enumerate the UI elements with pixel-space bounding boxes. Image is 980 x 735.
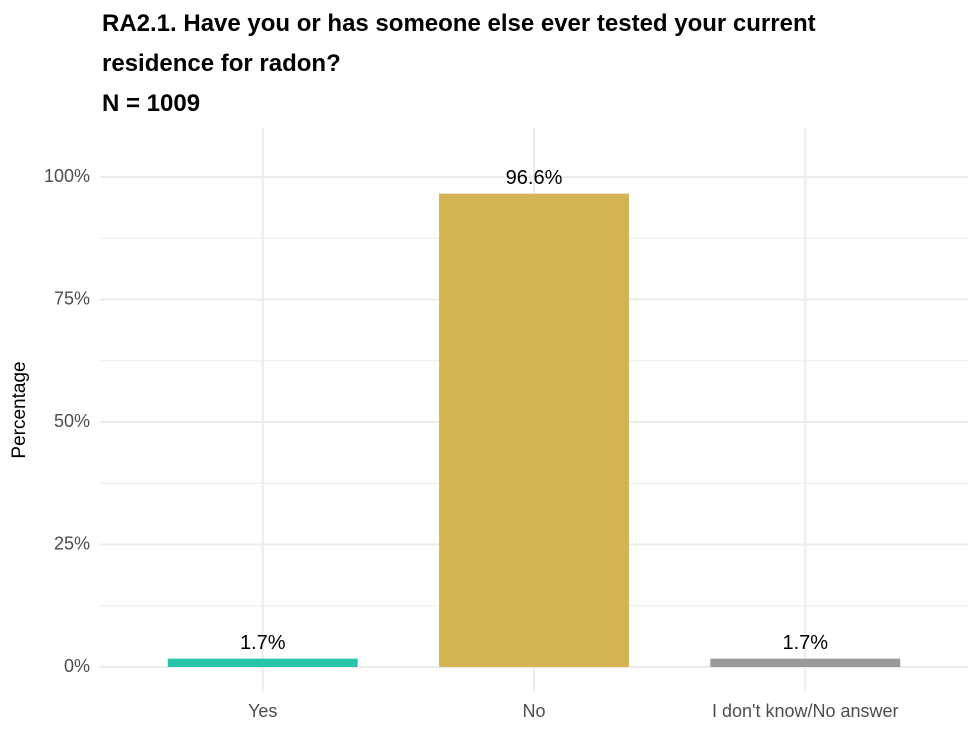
y-tick-label: 75% <box>54 288 90 308</box>
y-tick-label: 0% <box>64 656 90 676</box>
chart-title: RA2.1. Have you or has someone else ever… <box>102 10 816 77</box>
y-tick-label: 100% <box>44 166 90 186</box>
value-label: 96.6% <box>506 167 563 189</box>
bar <box>167 658 358 667</box>
chart-subtitle: N = 1009 <box>102 90 201 117</box>
y-axis-label: Percentage <box>9 361 30 458</box>
value-label: 1.7% <box>240 632 286 654</box>
value-label: 1.7% <box>782 632 828 654</box>
x-tick-label: No <box>522 701 545 721</box>
bar <box>439 193 629 667</box>
y-tick-label: 50% <box>54 411 90 431</box>
bar <box>710 658 901 667</box>
y-tick-label: 25% <box>54 533 90 553</box>
title-block: RA2.1. Have you or has someone else ever… <box>102 4 842 124</box>
x-tick-label: Yes <box>248 701 277 721</box>
x-tick-label: I don't know/No answer <box>712 701 899 721</box>
